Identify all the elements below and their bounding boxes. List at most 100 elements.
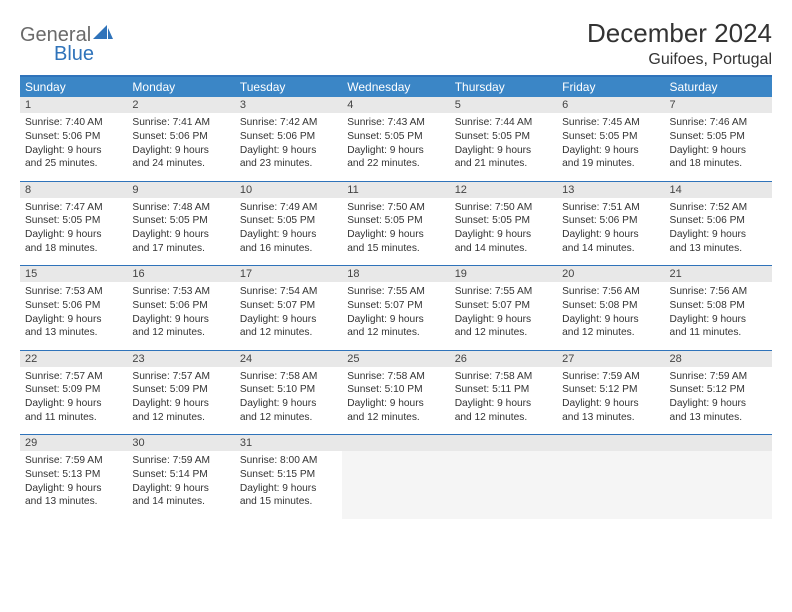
daylight-text: Daylight: 9 hours xyxy=(562,228,659,242)
sunset-text: Sunset: 5:12 PM xyxy=(562,383,659,397)
day-cell: Sunrise: 7:57 AMSunset: 5:09 PMDaylight:… xyxy=(127,367,234,435)
day-cell: Sunrise: 7:55 AMSunset: 5:07 PMDaylight:… xyxy=(450,282,557,350)
daylight-text: and 19 minutes. xyxy=(562,157,659,171)
title-block: December 2024 Guifoes, Portugal xyxy=(587,18,772,69)
day-number: 4 xyxy=(342,97,449,113)
day-number: 26 xyxy=(450,350,557,367)
day-cell xyxy=(557,451,664,519)
sunrise-text: Sunrise: 7:59 AM xyxy=(25,454,122,468)
day-cell: Sunrise: 7:51 AMSunset: 5:06 PMDaylight:… xyxy=(557,198,664,266)
sunset-text: Sunset: 5:06 PM xyxy=(132,130,229,144)
sunset-text: Sunset: 5:06 PM xyxy=(240,130,337,144)
daylight-text: and 23 minutes. xyxy=(240,157,337,171)
day-cell: Sunrise: 7:59 AMSunset: 5:12 PMDaylight:… xyxy=(665,367,772,435)
day-number xyxy=(342,435,449,452)
day-cell: Sunrise: 7:59 AMSunset: 5:13 PMDaylight:… xyxy=(20,451,127,519)
day-cell: Sunrise: 7:44 AMSunset: 5:05 PMDaylight:… xyxy=(450,113,557,181)
sunrise-text: Sunrise: 7:48 AM xyxy=(132,201,229,215)
day-cell: Sunrise: 7:56 AMSunset: 5:08 PMDaylight:… xyxy=(557,282,664,350)
daylight-text: and 14 minutes. xyxy=(562,242,659,256)
calendar-grid: Sunday Monday Tuesday Wednesday Thursday… xyxy=(20,75,772,519)
day-cell xyxy=(342,451,449,519)
sunset-text: Sunset: 5:06 PM xyxy=(562,214,659,228)
day-cell: Sunrise: 7:50 AMSunset: 5:05 PMDaylight:… xyxy=(450,198,557,266)
day-cell: Sunrise: 7:52 AMSunset: 5:06 PMDaylight:… xyxy=(665,198,772,266)
daylight-text: and 25 minutes. xyxy=(25,157,122,171)
daylight-text: Daylight: 9 hours xyxy=(132,482,229,496)
daylight-text: Daylight: 9 hours xyxy=(25,482,122,496)
sunset-text: Sunset: 5:06 PM xyxy=(670,214,767,228)
sunrise-text: Sunrise: 7:55 AM xyxy=(455,285,552,299)
day-number: 24 xyxy=(235,350,342,367)
sunrise-text: Sunrise: 7:56 AM xyxy=(562,285,659,299)
day-number-row: 1234567 xyxy=(20,97,772,113)
sunset-text: Sunset: 5:07 PM xyxy=(455,299,552,313)
daylight-text: and 12 minutes. xyxy=(347,411,444,425)
day-number: 7 xyxy=(665,97,772,113)
sunset-text: Sunset: 5:06 PM xyxy=(132,299,229,313)
day-number: 14 xyxy=(665,181,772,198)
daylight-text: and 24 minutes. xyxy=(132,157,229,171)
sunset-text: Sunset: 5:13 PM xyxy=(25,468,122,482)
daylight-text: Daylight: 9 hours xyxy=(25,228,122,242)
daylight-text: Daylight: 9 hours xyxy=(347,144,444,158)
daylight-text: and 21 minutes. xyxy=(455,157,552,171)
daylight-text: Daylight: 9 hours xyxy=(132,144,229,158)
sunrise-text: Sunrise: 7:59 AM xyxy=(562,370,659,384)
daylight-text: and 11 minutes. xyxy=(670,326,767,340)
sunrise-text: Sunrise: 7:52 AM xyxy=(670,201,767,215)
sunset-text: Sunset: 5:05 PM xyxy=(455,130,552,144)
daylight-text: Daylight: 9 hours xyxy=(25,397,122,411)
sunrise-text: Sunrise: 7:44 AM xyxy=(455,116,552,130)
weekday-header: Wednesday xyxy=(342,76,449,97)
sunset-text: Sunset: 5:09 PM xyxy=(25,383,122,397)
daylight-text: Daylight: 9 hours xyxy=(455,144,552,158)
sunrise-text: Sunrise: 7:55 AM xyxy=(347,285,444,299)
sunset-text: Sunset: 5:07 PM xyxy=(240,299,337,313)
sunset-text: Sunset: 5:05 PM xyxy=(25,214,122,228)
daylight-text: and 12 minutes. xyxy=(562,326,659,340)
day-cell: Sunrise: 8:00 AMSunset: 5:15 PMDaylight:… xyxy=(235,451,342,519)
daylight-text: and 17 minutes. xyxy=(132,242,229,256)
daylight-text: Daylight: 9 hours xyxy=(240,482,337,496)
daylight-text: Daylight: 9 hours xyxy=(347,313,444,327)
daylight-text: and 12 minutes. xyxy=(455,326,552,340)
calendar-page: General Blue December 2024 Guifoes, Port… xyxy=(0,0,792,539)
sunset-text: Sunset: 5:05 PM xyxy=(562,130,659,144)
daylight-text: Daylight: 9 hours xyxy=(240,313,337,327)
weekday-header: Saturday xyxy=(665,76,772,97)
day-cell: Sunrise: 7:53 AMSunset: 5:06 PMDaylight:… xyxy=(127,282,234,350)
sunrise-text: Sunrise: 7:59 AM xyxy=(132,454,229,468)
sunset-text: Sunset: 5:07 PM xyxy=(347,299,444,313)
day-number: 27 xyxy=(557,350,664,367)
month-title: December 2024 xyxy=(587,18,772,49)
day-number xyxy=(557,435,664,452)
day-number: 23 xyxy=(127,350,234,367)
day-body-row: Sunrise: 7:57 AMSunset: 5:09 PMDaylight:… xyxy=(20,367,772,435)
day-number-row: 891011121314 xyxy=(20,181,772,198)
sunset-text: Sunset: 5:08 PM xyxy=(670,299,767,313)
day-number: 31 xyxy=(235,435,342,452)
sunrise-text: Sunrise: 7:59 AM xyxy=(670,370,767,384)
sunset-text: Sunset: 5:11 PM xyxy=(455,383,552,397)
day-number: 18 xyxy=(342,266,449,283)
daylight-text: Daylight: 9 hours xyxy=(240,397,337,411)
daylight-text: Daylight: 9 hours xyxy=(670,313,767,327)
daylight-text: and 12 minutes. xyxy=(132,411,229,425)
day-number xyxy=(450,435,557,452)
sunrise-text: Sunrise: 7:47 AM xyxy=(25,201,122,215)
sunset-text: Sunset: 5:05 PM xyxy=(347,214,444,228)
daylight-text: and 12 minutes. xyxy=(132,326,229,340)
daylight-text: and 13 minutes. xyxy=(670,411,767,425)
day-number-row: 15161718192021 xyxy=(20,266,772,283)
daylight-text: Daylight: 9 hours xyxy=(455,397,552,411)
daylight-text: Daylight: 9 hours xyxy=(132,397,229,411)
day-number: 1 xyxy=(20,97,127,113)
day-number: 25 xyxy=(342,350,449,367)
day-cell: Sunrise: 7:59 AMSunset: 5:12 PMDaylight:… xyxy=(557,367,664,435)
day-cell: Sunrise: 7:41 AMSunset: 5:06 PMDaylight:… xyxy=(127,113,234,181)
sunrise-text: Sunrise: 7:57 AM xyxy=(132,370,229,384)
day-number: 11 xyxy=(342,181,449,198)
day-cell: Sunrise: 7:43 AMSunset: 5:05 PMDaylight:… xyxy=(342,113,449,181)
daylight-text: and 12 minutes. xyxy=(455,411,552,425)
